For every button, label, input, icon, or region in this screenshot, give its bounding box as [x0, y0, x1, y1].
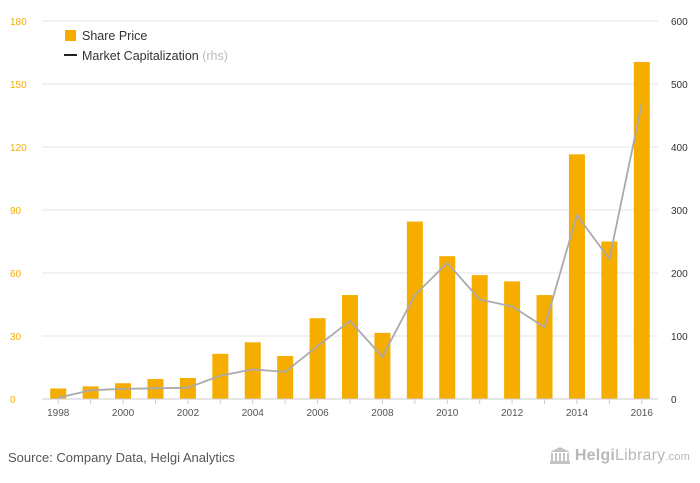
x-tick-label: 2012 [501, 408, 524, 419]
y-right-tick-label: 300 [671, 206, 688, 217]
bar-2005 [277, 355, 294, 399]
x-tick-label: 2006 [306, 408, 329, 419]
x-axis: 1998 2000 2002 2004 2006 2008 2010 2012 2014 2016 [42, 398, 658, 419]
gridlines [42, 20, 658, 400]
y-left-tick-label: 150 [10, 80, 27, 91]
x-tick-label: 2010 [436, 408, 459, 419]
y-left-tick-label: 180 [10, 17, 27, 28]
brand-name: HelgiLibrary.com [574, 447, 690, 464]
x-tick-label: 2014 [566, 408, 589, 419]
y-right-tick-label: 200 [671, 269, 688, 280]
bar-2010 [439, 256, 456, 399]
y-left-tick-label: 60 [10, 269, 22, 280]
legend-label-market-cap: Market Capitalization (rhs) [82, 49, 228, 63]
legend-swatch-share-price [65, 30, 76, 41]
bar-2000 [115, 383, 132, 399]
market-cap-series [57, 103, 643, 399]
x-tick-label: 2000 [112, 408, 135, 419]
chart: 1998 2000 2002 2004 2006 2008 2010 2012 2014 2016… [10, 17, 688, 419]
bar-2012 [504, 281, 521, 399]
y-axis-left: 0 30 60 90 120 150 180 [10, 17, 27, 406]
bar-2016 [633, 61, 650, 399]
y-right-tick-label: 500 [671, 80, 688, 91]
y-left-tick-label: 120 [10, 143, 27, 154]
y-axis-right: 0 100 200 300 400 500 600 [671, 17, 688, 406]
x-tick-label: 2002 [177, 408, 200, 419]
bar-2011 [471, 275, 488, 399]
y-left-tick-label: 0 [10, 395, 16, 406]
y-right-tick-label: 400 [671, 143, 688, 154]
x-tick-label: 2016 [631, 408, 654, 419]
share-price-bars [50, 61, 650, 399]
bar-2013 [536, 295, 553, 399]
legend: Share Price Market Capitalization (rhs) [64, 29, 228, 63]
y-left-tick-label: 90 [10, 206, 22, 217]
bar-2006 [309, 318, 326, 399]
building-icon [549, 447, 570, 464]
bar-2004 [244, 342, 261, 399]
bar-1998 [50, 388, 67, 399]
y-left-tick-label: 30 [10, 332, 22, 343]
bar-2015 [601, 241, 618, 399]
legend-label-share-price: Share Price [82, 29, 147, 43]
y-right-tick-label: 600 [671, 17, 688, 28]
y-right-tick-label: 100 [671, 332, 688, 343]
helgi-library-logo: HelgiLibrary.com [549, 447, 690, 465]
bar-2014 [568, 154, 585, 399]
bar-2008 [374, 332, 391, 399]
bar-2009 [406, 221, 423, 399]
x-tick-label: 2004 [242, 408, 265, 419]
source-note: Source: Company Data, Helgi Analytics [8, 450, 235, 465]
y-right-tick-label: 0 [671, 395, 677, 406]
market-cap-line [57, 103, 643, 399]
bar-2007 [342, 295, 358, 399]
x-tick-label: 1998 [47, 408, 70, 419]
bar-1999 [82, 386, 99, 399]
x-tick-label: 2008 [371, 408, 394, 419]
